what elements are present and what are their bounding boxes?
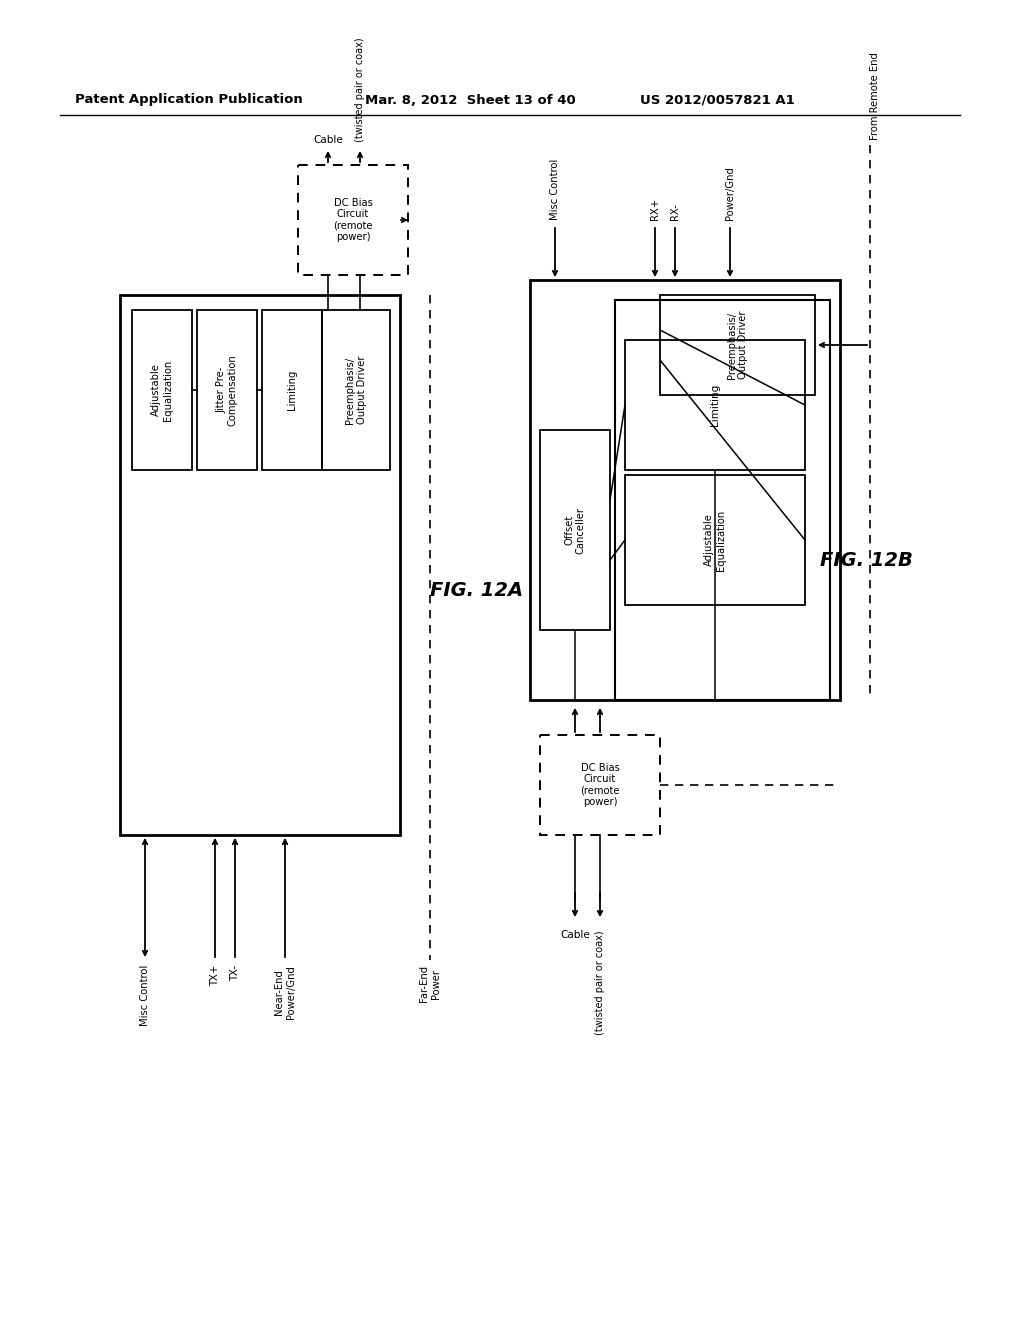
Text: TX+: TX+ (210, 965, 220, 986)
Text: Far-End
Power: Far-End Power (419, 965, 440, 1002)
Text: Cable: Cable (560, 931, 590, 940)
Text: Patent Application Publication: Patent Application Publication (75, 94, 303, 107)
Text: Offset
Canceller: Offset Canceller (564, 507, 586, 553)
Text: TX-: TX- (230, 965, 240, 981)
Bar (262, 310, 322, 470)
Text: FIG. 12B: FIG. 12B (820, 550, 912, 569)
Text: Misc Control: Misc Control (550, 158, 560, 220)
Text: Near-End
Power/Gnd: Near-End Power/Gnd (274, 965, 296, 1019)
Bar (530, 280, 840, 700)
Text: US 2012/0057821 A1: US 2012/0057821 A1 (640, 94, 795, 107)
Text: Adjustable
Equalization: Adjustable Equalization (705, 510, 726, 570)
Text: RX-: RX- (670, 203, 680, 220)
Text: Preemphasis/
Output Driver: Preemphasis/ Output Driver (345, 356, 367, 424)
Text: Preemphasis/
Output Driver: Preemphasis/ Output Driver (727, 310, 749, 379)
Bar (540, 430, 610, 630)
Text: From Remote End: From Remote End (870, 51, 880, 140)
Text: Jitter Pre-
Compensation: Jitter Pre- Compensation (216, 354, 238, 426)
Bar (625, 341, 805, 470)
Bar (322, 310, 390, 470)
Bar (625, 475, 805, 605)
Text: Misc Control: Misc Control (140, 965, 150, 1026)
Bar (660, 294, 815, 395)
Text: RX+: RX+ (650, 198, 660, 220)
Bar (298, 165, 408, 275)
Text: Mar. 8, 2012  Sheet 13 of 40: Mar. 8, 2012 Sheet 13 of 40 (365, 94, 575, 107)
Bar (197, 310, 257, 470)
Text: (twisted pair or coax): (twisted pair or coax) (595, 931, 605, 1035)
Text: FIG. 12A: FIG. 12A (430, 581, 523, 599)
Text: DC Bias
Circuit
(remote
power): DC Bias Circuit (remote power) (333, 198, 373, 243)
Bar (120, 294, 400, 836)
Text: Limiting: Limiting (710, 384, 720, 426)
Text: Adjustable
Equalization: Adjustable Equalization (152, 359, 173, 421)
Bar (132, 310, 193, 470)
Text: DC Bias
Circuit
(remote
power): DC Bias Circuit (remote power) (581, 763, 620, 808)
Text: (twisted pair or coax): (twisted pair or coax) (355, 37, 365, 143)
Bar (540, 735, 660, 836)
Bar (615, 300, 830, 700)
Text: Cable: Cable (313, 135, 343, 145)
Text: Limiting: Limiting (287, 370, 297, 411)
Text: Power/Gnd: Power/Gnd (725, 166, 735, 220)
